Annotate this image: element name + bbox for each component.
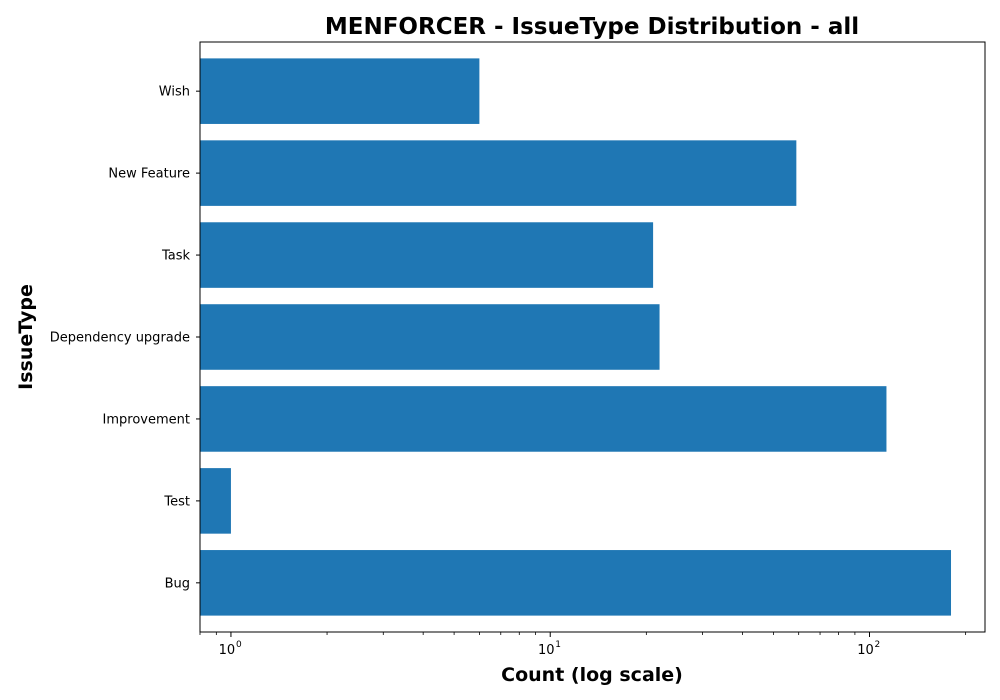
- y-tick-label: New Feature: [108, 167, 190, 182]
- x-tick-label-exponent: 1: [555, 640, 561, 650]
- y-tick-label: Test: [163, 494, 190, 509]
- y-tick-label: Improvement: [103, 412, 190, 427]
- x-axis-label: Count (log scale): [501, 664, 683, 686]
- bar-improvement: [200, 386, 887, 452]
- y-tick-label: Bug: [165, 576, 190, 591]
- chart-title: MENFORCER - IssueType Distribution - all: [325, 14, 859, 40]
- bar-bug: [200, 550, 952, 616]
- x-tick-label: 10: [857, 643, 874, 658]
- y-tick-label: Dependency upgrade: [50, 331, 190, 346]
- y-tick-label: Task: [161, 249, 191, 264]
- bar-new-feature: [200, 140, 797, 206]
- x-tick-label: 10: [219, 643, 236, 658]
- x-tick-label-exponent: 2: [875, 640, 881, 650]
- x-axis-ticks: 10 0 10 1 10 2: [199, 632, 967, 658]
- bar-wish: [200, 58, 480, 124]
- bar-test: [200, 468, 231, 534]
- x-tick-label: 10: [538, 643, 555, 658]
- x-tick-label-exponent: 0: [236, 640, 242, 650]
- bar-dependency-upgrade: [200, 304, 660, 370]
- y-axis-ticks: Bug Test Improvement Dependency upgrade Task…: [50, 85, 200, 591]
- bar-task: [200, 222, 654, 288]
- y-tick-label: Wish: [159, 85, 190, 100]
- bars-group: [200, 58, 952, 616]
- y-axis-label: IssueType: [15, 284, 37, 390]
